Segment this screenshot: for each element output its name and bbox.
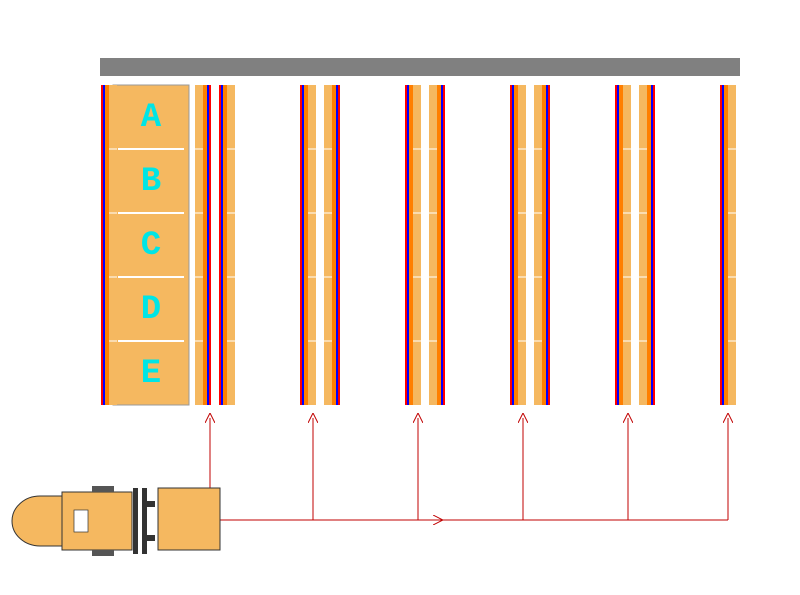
bay-column: ABCDE <box>113 85 189 405</box>
bay-label-e: E <box>141 355 161 393</box>
rack-unit <box>615 85 631 405</box>
rack-unit <box>219 85 235 405</box>
rack-unit <box>639 85 655 405</box>
rack-unit <box>300 85 316 405</box>
rack-unit <box>510 85 526 405</box>
rack-unit <box>405 85 421 405</box>
rack-unit <box>720 85 736 405</box>
rack-unit <box>101 85 117 405</box>
rack-unit <box>429 85 445 405</box>
bay-label-b: B <box>141 163 161 201</box>
rack-unit <box>195 85 211 405</box>
bay-label-a: A <box>141 99 162 137</box>
warehouse-diagram: ABCDE <box>0 0 800 595</box>
rack-unit <box>534 85 550 405</box>
bay-label-c: C <box>141 227 161 265</box>
rack-unit <box>324 85 340 405</box>
top-wall <box>100 58 740 76</box>
forklift <box>12 486 220 556</box>
bay-label-d: D <box>141 291 161 329</box>
